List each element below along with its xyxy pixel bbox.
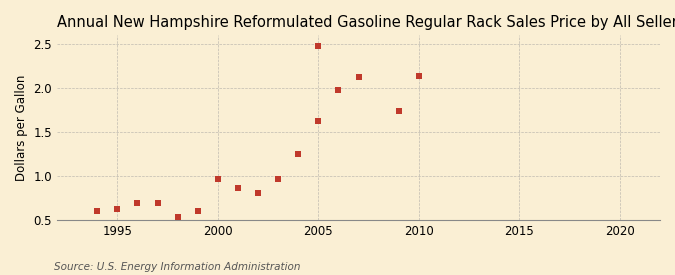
Point	[172, 215, 183, 220]
Point	[112, 207, 123, 211]
Point	[192, 209, 203, 214]
Point	[273, 177, 284, 181]
Y-axis label: Dollars per Gallon: Dollars per Gallon	[15, 75, 28, 181]
Point	[293, 152, 304, 156]
Text: Source: U.S. Energy Information Administration: Source: U.S. Energy Information Administ…	[54, 262, 300, 272]
Point	[313, 44, 324, 48]
Point	[333, 88, 344, 92]
Point	[413, 74, 424, 78]
Text: Annual New Hampshire Reformulated Gasoline Regular Rack Sales Price by All Selle: Annual New Hampshire Reformulated Gasoli…	[57, 15, 675, 30]
Point	[232, 186, 243, 191]
Point	[394, 109, 404, 113]
Point	[152, 200, 163, 205]
Point	[353, 75, 364, 79]
Point	[313, 119, 324, 123]
Point	[92, 209, 103, 214]
Point	[252, 191, 263, 195]
Point	[213, 177, 223, 181]
Point	[132, 200, 143, 205]
